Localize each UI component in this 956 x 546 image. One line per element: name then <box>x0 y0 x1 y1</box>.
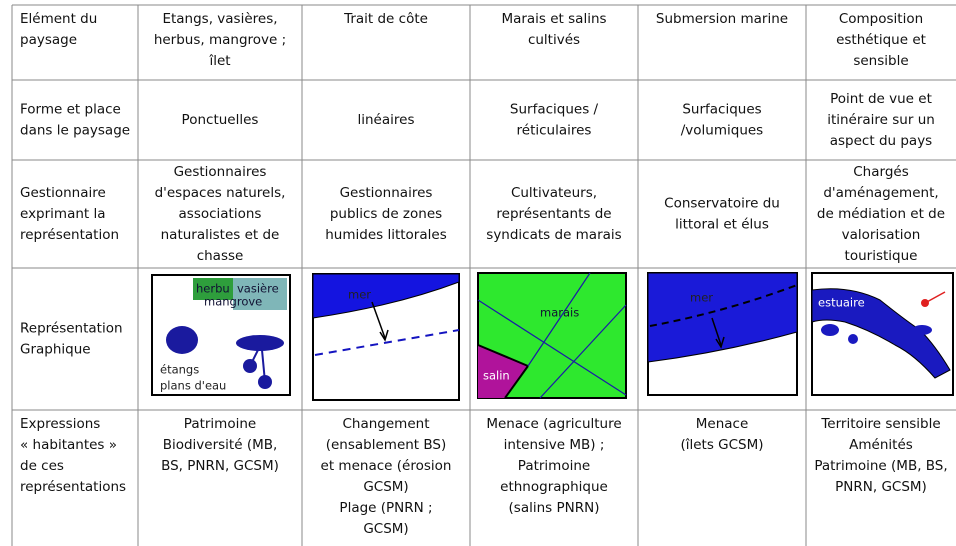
cell-text: Ponctuelles <box>182 112 259 128</box>
cell-text: cultivés <box>528 32 580 48</box>
figure-label: mer <box>690 291 713 305</box>
row-header: Expressions <box>20 416 100 432</box>
cell-text: BS, PNRN, GCSM) <box>161 458 279 474</box>
cell-text: Composition <box>839 11 923 27</box>
row-header: représentation <box>20 227 119 243</box>
figure-label: vasière <box>237 282 279 296</box>
row-header: paysage <box>20 32 77 48</box>
cell-text: réticulaires <box>517 123 592 139</box>
cell-text: Trait de côte <box>343 11 428 27</box>
cell-text: d'espaces naturels, <box>155 185 286 201</box>
figure-label: herbu <box>196 282 230 296</box>
figure-submersion: mer <box>647 272 798 396</box>
cell-text: Menace <box>696 416 749 432</box>
cell-text: Patrimoine (MB, BS, <box>814 458 947 474</box>
figure-label: salin <box>483 369 510 383</box>
row-header: dans le paysage <box>20 123 130 139</box>
cell-text: Submersion marine <box>656 11 788 27</box>
cell-text: (îlets GCSM) <box>680 437 763 453</box>
cell-text: et menace (érosion <box>321 458 452 474</box>
cell-text: associations <box>179 206 262 222</box>
cell-text: Point de vue et <box>830 91 932 107</box>
cell-text: Chargés <box>853 164 908 180</box>
figure-estuary: estuaire <box>811 272 954 396</box>
row-header: Représentation <box>20 321 123 337</box>
row-header: représentations <box>20 479 126 495</box>
cell-text: valorisation <box>842 227 921 243</box>
cell-text: herbus, mangrove ; <box>154 32 286 48</box>
figure-coast: mer <box>312 273 460 401</box>
cell-text: /volumiques <box>681 123 763 139</box>
cell-text: syndicats de marais <box>486 227 621 243</box>
row-header: de ces <box>20 458 64 474</box>
cell-text: Marais et salins <box>501 11 606 27</box>
cell-text: Biodiversité (MB, <box>163 437 278 453</box>
row-header: Forme et place <box>20 102 121 118</box>
cell-text: Surfaciques / <box>510 102 599 118</box>
cell-text: naturalistes et de <box>161 227 280 243</box>
cell-text: Aménités <box>849 437 913 453</box>
cell-text: chasse <box>197 248 244 264</box>
figure-label: mer <box>348 288 371 302</box>
figure-label: estuaire <box>818 296 865 310</box>
cell-text: aspect du pays <box>830 133 932 149</box>
cell-text: littoral et élus <box>675 217 769 233</box>
cell-text: linéaires <box>358 112 415 128</box>
table-grid <box>11 4 956 546</box>
cell-text: (salins PNRN) <box>509 500 600 516</box>
figure-label: marais <box>540 306 579 320</box>
cell-text: Territoire sensible <box>820 416 940 432</box>
cell-text: itinéraire sur un <box>827 112 935 128</box>
row-header: « habitantes » <box>20 437 117 453</box>
cell-text: GCSM) <box>363 521 408 537</box>
cell-text: Etangs, vasières, <box>162 11 277 27</box>
cell-text: publics de zones <box>330 206 442 222</box>
row-header: Gestionnaire <box>20 185 106 201</box>
cell-text: Gestionnaires <box>340 185 433 201</box>
row-header: Elément du <box>20 11 97 27</box>
cell-text: représentants de <box>496 206 611 222</box>
row-header: exprimant la <box>20 206 106 222</box>
cell-text: de médiation et de <box>817 206 945 222</box>
cell-text: Plage (PNRN ; <box>339 500 432 516</box>
figure-marsh: marais salin <box>477 272 627 399</box>
cell-text: Cultivateurs, <box>511 185 597 201</box>
cell-text: Gestionnaires <box>174 164 267 180</box>
cell-text: Patrimoine <box>518 458 590 474</box>
cell-text: îlet <box>208 53 230 69</box>
cell-text: Changement <box>343 416 430 432</box>
cell-text: (ensablement BS) <box>326 437 447 453</box>
cell-text: intensive MB) ; <box>504 437 605 453</box>
figure-wetlands: herbu vasière mangrove étangs plans d'ea… <box>151 274 291 396</box>
cell-text: Conservatoire du <box>664 196 780 212</box>
row-header: Graphique <box>20 342 91 358</box>
figure-label: mangrove <box>204 295 262 309</box>
cell-text: d'aménagement, <box>823 185 938 201</box>
figure-label: étangs <box>160 363 199 377</box>
cell-text: Patrimoine <box>184 416 256 432</box>
figure-label: plans d'eau <box>160 379 226 393</box>
cell-text: touristique <box>845 248 918 264</box>
cell-text: humides littorales <box>325 227 446 243</box>
cell-text: Surfaciques <box>682 102 761 118</box>
cell-text: Menace (agriculture <box>486 416 621 432</box>
cell-text: ethnographique <box>500 479 608 495</box>
cell-text: sensible <box>853 53 908 69</box>
cell-text: esthétique et <box>836 32 926 48</box>
cell-text: PNRN, GCSM) <box>835 479 927 495</box>
cell-text: GCSM) <box>363 479 408 495</box>
